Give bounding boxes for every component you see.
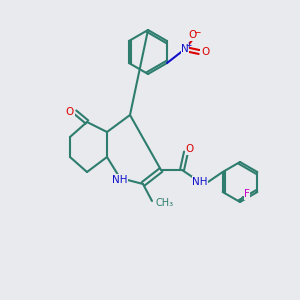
Text: N: N [181,44,189,54]
Text: NH: NH [192,177,208,187]
Text: +: + [185,41,191,50]
Text: O: O [188,30,196,40]
Text: O: O [186,144,194,154]
Text: O: O [201,47,209,57]
Text: F: F [244,189,250,199]
Text: −: − [193,28,201,37]
Text: CH₃: CH₃ [156,198,174,208]
Text: NH: NH [112,175,128,185]
Text: O: O [66,107,74,117]
